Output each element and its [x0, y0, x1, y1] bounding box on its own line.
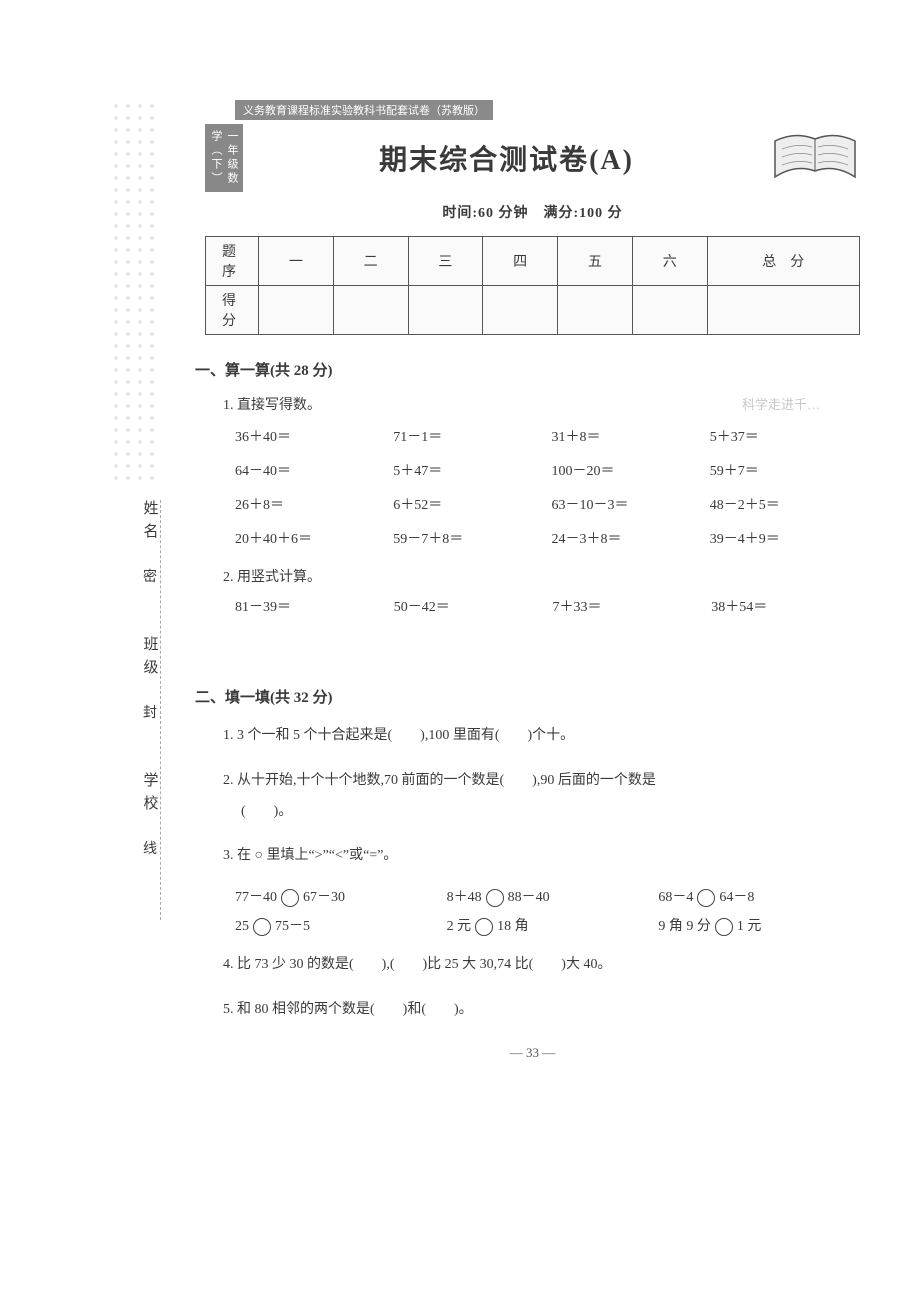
cmp-right: 64－8	[719, 890, 754, 905]
calc-cell: 6＋52＝	[393, 494, 543, 514]
table-row: 得 分	[206, 286, 860, 335]
cmp-left: 9 角 9 分	[658, 919, 711, 934]
compare-row-2: 25 75－5 2 元 18 角 9 角 9 分 1 元	[235, 915, 860, 936]
series-banner: 义务教育课程标准实验教科书配套试卷（苏教版）	[235, 100, 493, 120]
col-header: 五	[558, 237, 633, 286]
fill-q3-label: 3. 在 ○ 里填上“>”“<”或“=”。	[223, 841, 860, 872]
compare-circle-icon[interactable]	[253, 918, 271, 936]
item-label-text: 1. 直接写得数。	[223, 398, 321, 413]
fill-q2-line1: 2. 从十开始,十个十个地数,70 前面的一个数是( ),90 后面的一个数是	[223, 773, 656, 788]
left-pattern-decoration	[110, 100, 160, 480]
score-cell[interactable]	[408, 286, 483, 335]
compare-circle-icon[interactable]	[697, 889, 715, 907]
compare-circle-icon[interactable]	[486, 889, 504, 907]
col-header: 四	[483, 237, 558, 286]
label-class: 班级	[140, 636, 161, 682]
row-label: 题 序	[206, 237, 259, 286]
calc-cell: 5＋47＝	[393, 460, 543, 480]
fill-q5: 5. 和 80 相邻的两个数是( )和( )。	[223, 995, 860, 1026]
calc-cell: 31＋8＝	[552, 426, 702, 446]
vcalc-cell: 38＋54＝	[711, 596, 860, 616]
vcalc-cell: 7＋33＝	[553, 596, 702, 616]
content-area: 义务教育课程标准实验教科书配套试卷（苏教版） 一年级数学（下） 期末综合测试卷(…	[205, 100, 860, 1061]
calc-cell: 5＋37＝	[710, 426, 860, 446]
calc-cell: 71－1＝	[393, 426, 543, 446]
faint-bleed-text: 科学走进千…	[742, 394, 820, 413]
cmp-left: 8＋48	[447, 890, 482, 905]
cmp-left: 68－4	[658, 890, 693, 905]
calc-cell: 24－3＋8＝	[552, 528, 702, 548]
label-name: 姓名	[140, 500, 161, 546]
score-cell[interactable]	[333, 286, 408, 335]
calc-cell: 64－40＝	[235, 460, 385, 480]
calc-cell: 59＋7＝	[710, 460, 860, 480]
score-cell[interactable]	[483, 286, 558, 335]
cmp-right: 1 元	[737, 919, 762, 934]
cmp-left: 2 元	[447, 919, 472, 934]
cmp-right: 67－30	[303, 890, 345, 905]
vcalc-cell: 81－39＝	[235, 596, 384, 616]
fill-q2: 2. 从十开始,十个十个地数,70 前面的一个数是( ),90 后面的一个数是 …	[223, 766, 860, 828]
row-label: 得 分	[206, 286, 259, 335]
calc-cell: 59－7＋8＝	[393, 528, 543, 548]
fill-q1: 1. 3 个一和 5 个十合起来是( ),100 里面有( )个十。	[223, 721, 860, 752]
calc-cell: 48－2＋5＝	[710, 494, 860, 514]
calc-cell: 26＋8＝	[235, 494, 385, 514]
page: 姓名 密 班级 封 学校 线 义务教育课程标准实验教科书配套试卷（苏教版） 一年…	[0, 0, 920, 1101]
time-score-line: 时间:60 分钟 满分:100 分	[205, 202, 860, 222]
col-header: 二	[333, 237, 408, 286]
compare-circle-icon[interactable]	[281, 889, 299, 907]
col-header: 六	[632, 237, 707, 286]
col-header: 三	[408, 237, 483, 286]
vcalc-cell: 50－42＝	[394, 596, 543, 616]
cmp-left: 25	[235, 919, 249, 934]
table-row: 题 序 一 二 三 四 五 六 总 分	[206, 237, 860, 286]
calc-cell: 36＋40＝	[235, 426, 385, 446]
calc-cell: 20＋40＋6＝	[235, 528, 385, 548]
vertical-label-column: 姓名 密 班级 封 学校 线	[130, 500, 170, 858]
calc-cell: 39－4＋9＝	[710, 528, 860, 548]
compare-cell: 68－4 64－8	[658, 886, 860, 907]
col-header: 总 分	[707, 237, 859, 286]
fill-q4: 4. 比 73 少 30 的数是( ),( )比 25 大 30,74 比( )…	[223, 950, 860, 981]
cmp-right: 88－40	[508, 890, 550, 905]
cmp-right: 75－5	[275, 919, 310, 934]
label-school: 学校	[140, 772, 161, 818]
compare-circle-icon[interactable]	[715, 918, 733, 936]
label-mi: 密	[143, 566, 157, 586]
compare-cell: 9 角 9 分 1 元	[658, 915, 860, 936]
compare-row-1: 77－40 67－30 8＋48 88－40 68－4 64－8	[235, 886, 860, 907]
cmp-left: 77－40	[235, 890, 277, 905]
item-1-1-label: 1. 直接写得数。 科学走进千…	[223, 394, 860, 414]
col-header: 一	[259, 237, 334, 286]
score-cell[interactable]	[707, 286, 859, 335]
score-table: 题 序 一 二 三 四 五 六 总 分 得 分	[205, 236, 860, 335]
compare-cell: 77－40 67－30	[235, 886, 437, 907]
page-number: — 33 —	[205, 1045, 860, 1061]
title-row: 一年级数学（下） 期末综合测试卷(A)	[205, 124, 860, 192]
fill-q2-line2: ( )。	[241, 804, 292, 819]
open-book-icon	[770, 129, 860, 187]
score-cell[interactable]	[632, 286, 707, 335]
label-feng: 封	[143, 702, 157, 722]
main-title: 期末综合测试卷(A)	[258, 138, 755, 178]
grade-tag: 一年级数学（下）	[205, 124, 243, 192]
section-1-heading: 一、算一算(共 28 分)	[195, 359, 860, 380]
compare-cell: 8＋48 88－40	[447, 886, 649, 907]
calc-cell: 63－10－3＝	[552, 494, 702, 514]
item-1-2-label: 2. 用竖式计算。	[223, 566, 860, 586]
compare-cell: 2 元 18 角	[447, 915, 649, 936]
compare-cell: 25 75－5	[235, 915, 437, 936]
score-cell[interactable]	[558, 286, 633, 335]
vertical-calc-grid: 81－39＝ 50－42＝ 7＋33＝ 38＋54＝	[235, 596, 860, 616]
mental-calc-grid: 36＋40＝ 71－1＝ 31＋8＝ 5＋37＝ 64－40＝ 5＋47＝ 10…	[235, 426, 860, 548]
cmp-right: 18 角	[497, 919, 529, 934]
calc-cell: 100－20＝	[552, 460, 702, 480]
section-2-heading: 二、填一填(共 32 分)	[195, 686, 860, 707]
score-cell[interactable]	[259, 286, 334, 335]
label-xian: 线	[143, 838, 157, 858]
compare-circle-icon[interactable]	[475, 918, 493, 936]
